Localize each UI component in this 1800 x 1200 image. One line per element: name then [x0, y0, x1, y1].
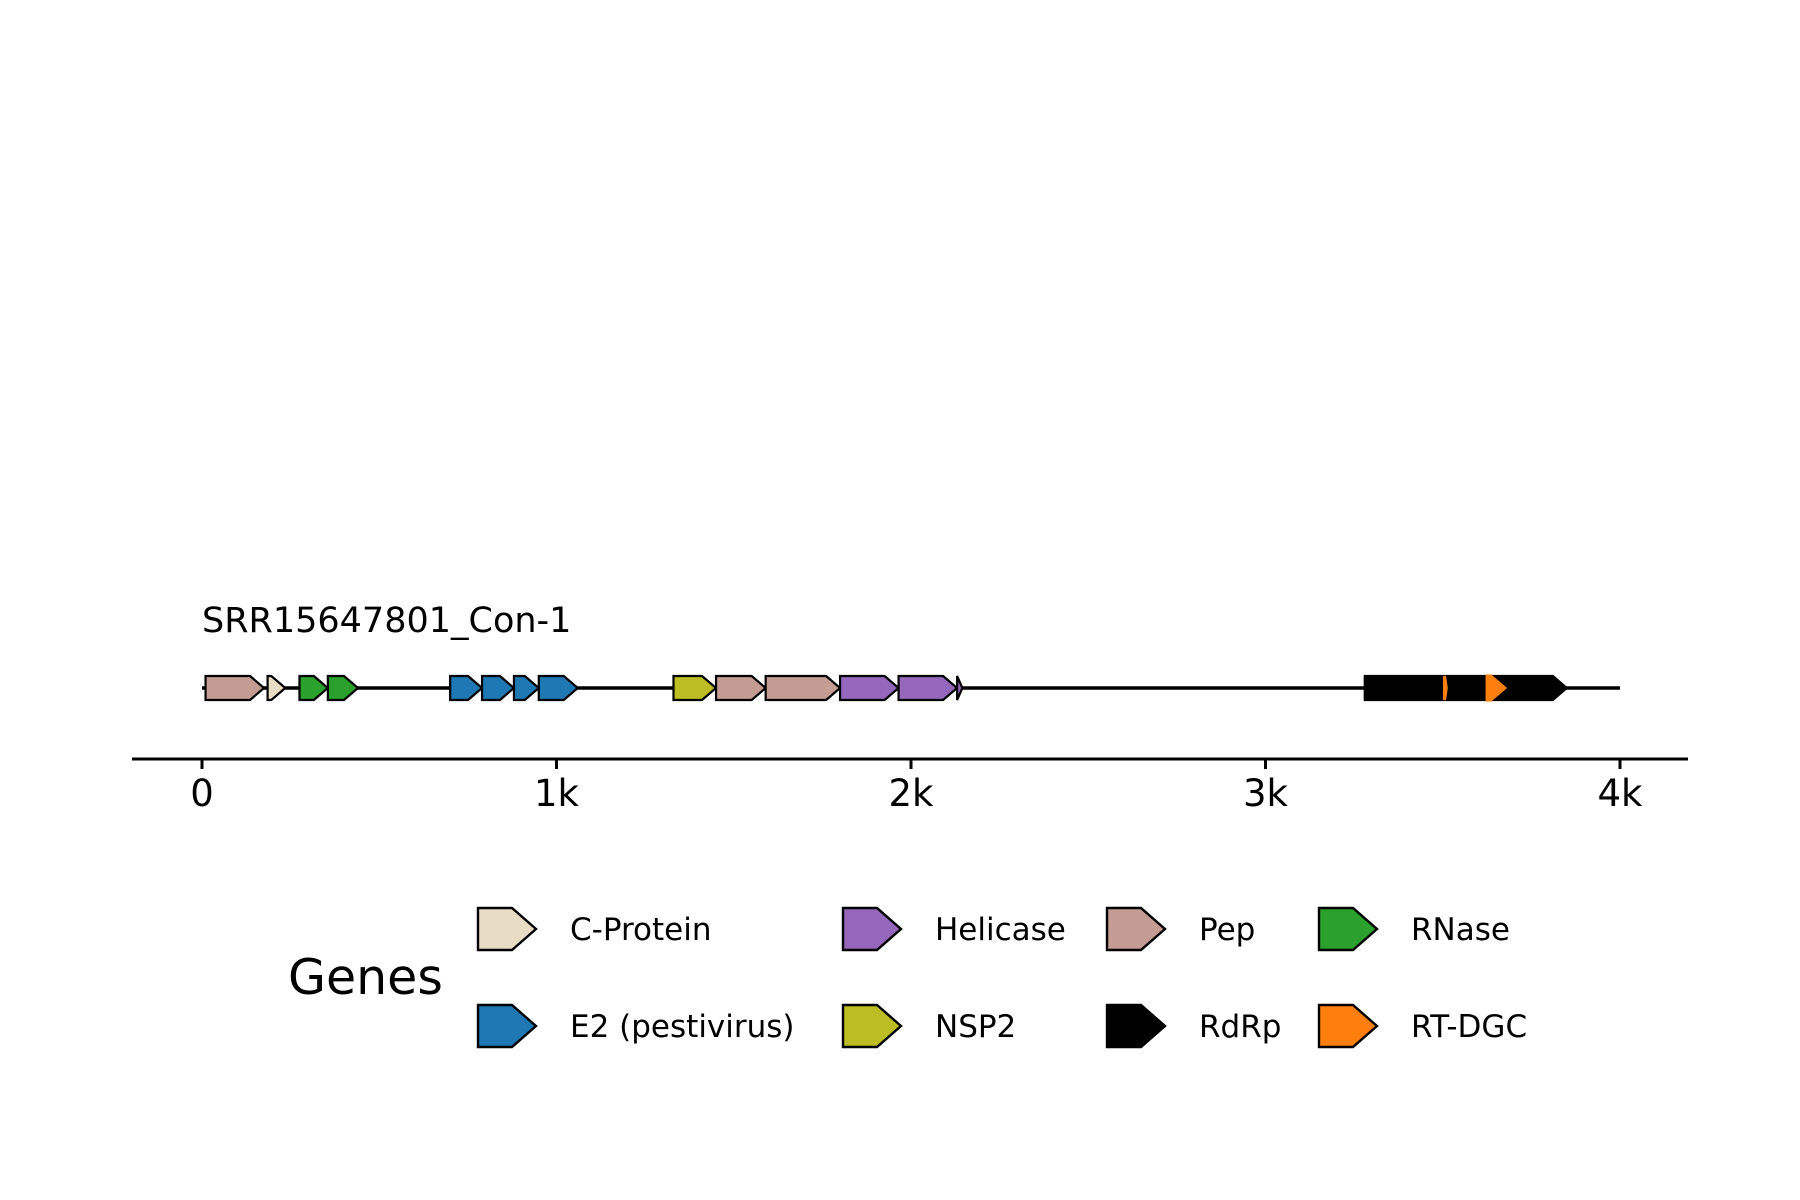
- gene-arrow-e2-pestivirus-6: [480, 674, 516, 702]
- gene-arrow-pep-10: [714, 674, 768, 702]
- gene-arrow-e2-pestivirus-5: [449, 674, 484, 702]
- gene-arrow-rt-dgc-16: [1443, 675, 1448, 701]
- legend-label-c-protein: C-Protein: [570, 912, 712, 948]
- legend-label-e2-pestivirus: E2 (pestivirus): [570, 1009, 795, 1045]
- gene-arrows: [204, 674, 1569, 702]
- legend-label-pep: Pep: [1199, 912, 1255, 948]
- x-axis-ticks: 0 1k 2k 3k 4k: [190, 759, 1643, 815]
- gene-arrow-pep-1: [204, 674, 266, 702]
- legend-swatch-rnase: [1317, 906, 1379, 952]
- gene-arrow-helicase-13: [897, 674, 959, 702]
- legend: C-Protein E2 (pestivirus) Helicase NSP2 Pep R…: [476, 906, 1527, 1049]
- legend-label-rt-dgc: RT-DGC: [1411, 1009, 1527, 1045]
- legend-swatch-e2-pestivirus: [476, 1003, 538, 1049]
- gene-arrow-rt-dgc-17: [1485, 674, 1508, 702]
- x-tick-label-2k: 2k: [889, 772, 935, 815]
- x-tick-label-3k: 3k: [1243, 772, 1289, 815]
- legend-swatch-pep: [1105, 906, 1167, 952]
- legend-label-helicase: Helicase: [935, 912, 1066, 948]
- legend-swatch-nsp2: [841, 1003, 903, 1049]
- legend-swatch-rdrp: [1105, 1003, 1167, 1049]
- legend-title: Genes: [288, 949, 443, 1006]
- legend-swatch-helicase: [841, 906, 903, 952]
- legend-swatch-c-protein: [476, 906, 538, 952]
- gene-arrow-e2-pestivirus-7: [512, 674, 541, 702]
- x-tick-label-4k: 4k: [1598, 772, 1644, 815]
- legend-label-rnase: RNase: [1411, 912, 1510, 948]
- gene-arrow-rnase-3: [298, 674, 330, 702]
- gene-arrow-helicase-12: [838, 674, 901, 702]
- legend-label-nsp2: NSP2: [935, 1009, 1016, 1045]
- gene-arrow-helicase-14: [955, 675, 964, 701]
- legend-swatch-rt-dgc: [1317, 1003, 1379, 1049]
- gene-arrow-c-protein-2: [266, 674, 287, 702]
- gene-arrow-e2-pestivirus-8: [537, 674, 580, 702]
- gene-arrow-pep-11: [764, 674, 842, 702]
- legend-label-rdrp: RdRp: [1199, 1009, 1281, 1045]
- x-tick-label-0: 0: [190, 772, 214, 815]
- x-tick-label-1k: 1k: [534, 772, 580, 815]
- track-label: SRR15647801_Con-1: [202, 601, 571, 641]
- gene-arrow-rnase-4: [326, 674, 360, 702]
- gene-arrow-nsp2-9: [672, 674, 718, 702]
- gene-arrow-rdrp-15: [1363, 674, 1569, 702]
